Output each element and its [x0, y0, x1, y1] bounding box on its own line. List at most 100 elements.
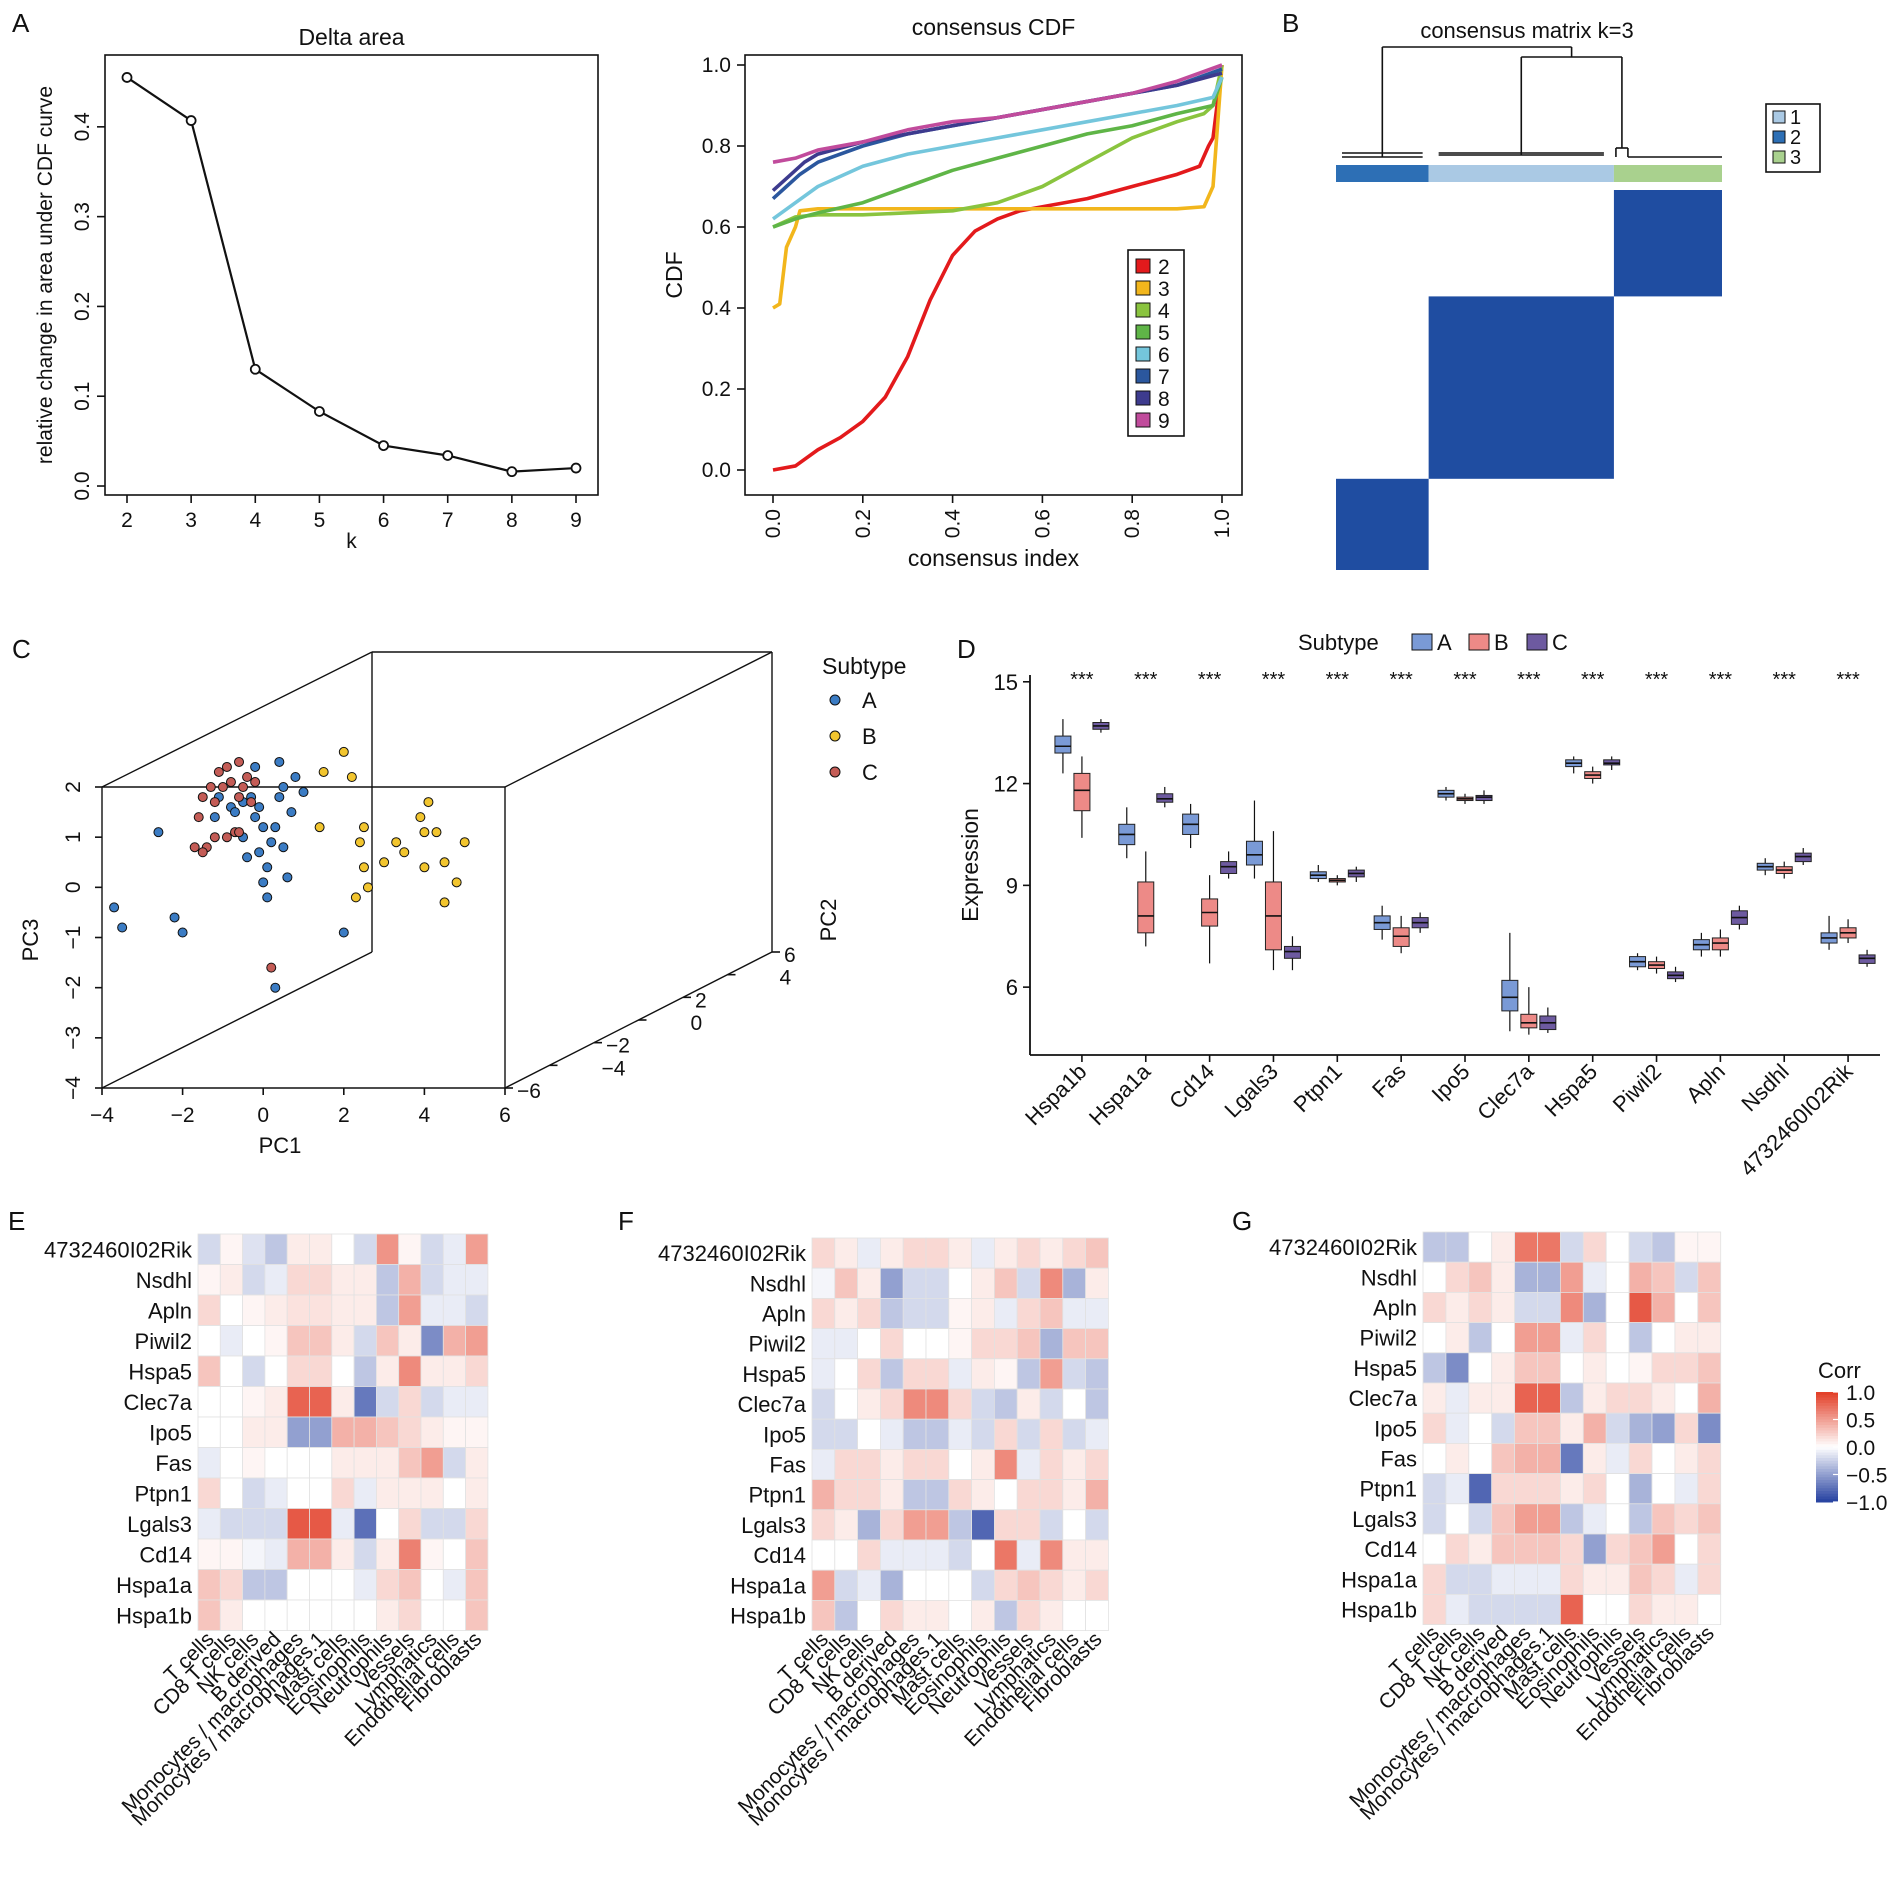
corr-legend-gradient: [1816, 1430, 1838, 1434]
corr-cell: [925, 1539, 950, 1571]
corr-cell: [971, 1267, 995, 1299]
corr-cell: [1697, 1382, 1722, 1414]
corr-legend-gradient: [1816, 1394, 1838, 1398]
corr-cell: [1491, 1382, 1515, 1414]
corr-legend-label: 1.0: [1846, 1382, 1875, 1405]
corr-cell: [286, 1538, 310, 1570]
corr-cell: [1016, 1539, 1041, 1571]
corr-cell: [442, 1447, 466, 1479]
corr-cell: [442, 1386, 466, 1418]
corr-cell: [1445, 1382, 1470, 1414]
boxplot-xtick-label: Piwil2: [1608, 1059, 1666, 1117]
corr-cell: [1491, 1533, 1515, 1565]
corr-row-label: Hspa5: [128, 1359, 192, 1384]
corr-cell: [353, 1447, 377, 1479]
corr-cell: [925, 1237, 950, 1269]
corr-cell: [242, 1569, 266, 1601]
pca-point-C: [197, 792, 208, 803]
corr-cell: [1582, 1352, 1607, 1384]
corr-cell: [197, 1325, 221, 1357]
cdf-xtick-label: 0.4: [942, 509, 965, 539]
corr-cell: [857, 1358, 881, 1390]
corr-cell: [1422, 1231, 1447, 1263]
pca-point-A: [242, 852, 253, 863]
corr-cell: [242, 1264, 266, 1296]
pca-point-C: [221, 832, 232, 843]
cdf-ytick-label: 1.0: [702, 54, 731, 77]
corr-cell: [219, 1538, 244, 1570]
corr-cell: [309, 1386, 333, 1418]
corr-cell: [219, 1355, 244, 1387]
corr-cell: [375, 1325, 400, 1357]
corr-cell: [1016, 1267, 1041, 1299]
pca-pc2-tick-label: −6: [517, 1080, 541, 1103]
corr-cell: [1039, 1569, 1064, 1601]
corr-cell: [857, 1267, 881, 1299]
corr-cell: [398, 1477, 422, 1509]
corr-legend-gradient: [1816, 1444, 1838, 1448]
corr-cell: [971, 1509, 995, 1541]
corr-cell: [834, 1237, 858, 1269]
corr-legend-gradient: [1816, 1447, 1838, 1451]
corr-cell: [1016, 1328, 1041, 1360]
corr-cell: [1651, 1322, 1676, 1354]
pca-legend-marker-A: [829, 694, 841, 706]
cdf-legend-label: 4: [1158, 300, 1170, 323]
corr-cell: [1062, 1479, 1087, 1511]
pca-point-C: [234, 756, 245, 767]
corr-cell: [465, 1355, 489, 1387]
boxplot-box-C: [1220, 861, 1238, 874]
corr-cell: [219, 1599, 244, 1631]
corr-cell: [1491, 1231, 1515, 1263]
corr-cell: [857, 1418, 881, 1450]
corr-cell: [420, 1599, 444, 1631]
corr-cell: [375, 1355, 400, 1387]
cdf-legend-swatch: [1135, 302, 1151, 318]
corr-cell: [1674, 1473, 1699, 1505]
corr-cell: [994, 1600, 1018, 1632]
corr-cell: [219, 1569, 244, 1601]
corr-row-label: Piwil2: [749, 1332, 806, 1357]
pca-point-C: [225, 777, 236, 788]
pca-point-A: [282, 872, 293, 883]
boxplot-ylabel: Expression: [957, 808, 983, 922]
corr-cell: [902, 1237, 927, 1269]
corr-cell: [1514, 1382, 1538, 1414]
corr-cell: [1628, 1503, 1653, 1535]
delta-area-point: [314, 406, 325, 417]
corr-cell: [857, 1298, 881, 1330]
corr-cell: [331, 1599, 355, 1631]
pca-point-B: [451, 877, 462, 888]
corr-cell: [1491, 1443, 1515, 1475]
corr-cell: [1062, 1569, 1087, 1601]
corr-legend-gradient: [1816, 1499, 1838, 1503]
matrix-cluster-bar-1: [1428, 165, 1614, 182]
corr-cell: [902, 1298, 927, 1330]
corr-cell: [1062, 1298, 1087, 1330]
corr-cell: [1537, 1322, 1561, 1354]
corr-cell: [902, 1267, 927, 1299]
delta-area-xtick-label: 5: [314, 509, 326, 532]
cdf-line-k5: [772, 76, 1224, 229]
corr-cell: [465, 1477, 489, 1509]
corr-cell: [994, 1479, 1018, 1511]
pca-pc2-tick-label: 4: [780, 967, 792, 990]
corr-cell: [811, 1328, 836, 1360]
corr-cell: [420, 1508, 444, 1540]
corr-cell: [1468, 1412, 1493, 1444]
corr-cell: [375, 1447, 400, 1479]
corr-cell: [465, 1599, 489, 1631]
corr-cell: [948, 1449, 972, 1481]
corr-cell: [1468, 1594, 1493, 1626]
pca-point-A: [153, 827, 164, 838]
corr-cell: [1697, 1352, 1722, 1384]
corr-cell: [834, 1600, 858, 1632]
boxplot-box-B: [1520, 1013, 1538, 1029]
corr-cell: [353, 1569, 377, 1601]
delta-area-line: [126, 76, 577, 473]
corr-cell: [948, 1600, 972, 1632]
corr-cell: [1016, 1418, 1041, 1450]
corr-cell: [219, 1386, 244, 1418]
pca-point-C: [209, 832, 220, 843]
pca-point-A: [177, 927, 188, 938]
